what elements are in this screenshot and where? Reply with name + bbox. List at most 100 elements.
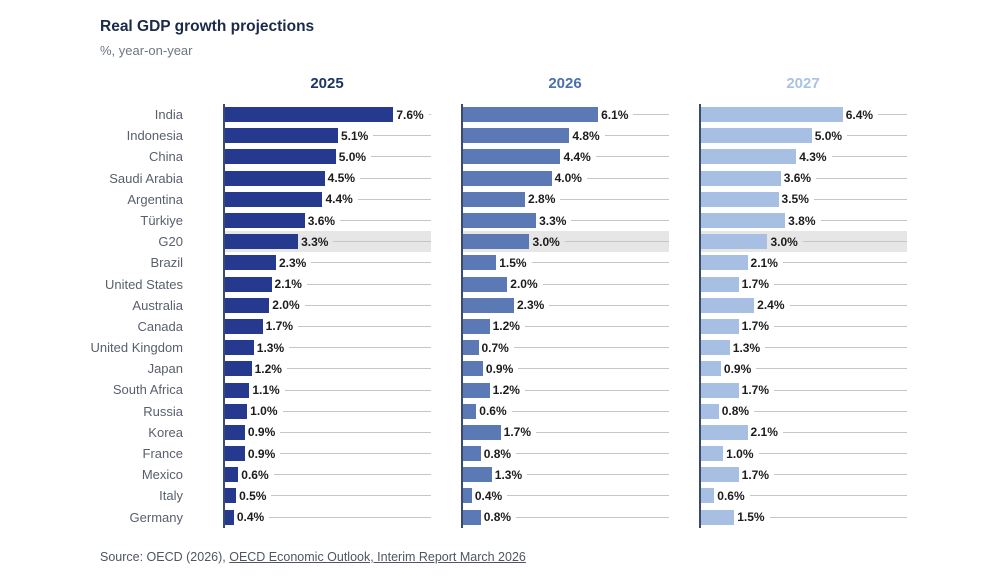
value-label: 0.4% bbox=[474, 488, 503, 503]
bar-cell: 0.7% bbox=[461, 337, 669, 359]
bar-cell: 0.5% bbox=[223, 485, 431, 507]
value-label: 1.2% bbox=[254, 361, 282, 376]
bar-cell: 1.0% bbox=[699, 443, 907, 465]
bar bbox=[463, 361, 483, 377]
value-label: 2.3% bbox=[278, 255, 307, 270]
leader-line bbox=[524, 325, 669, 327]
leader-line bbox=[271, 495, 431, 497]
bar-cell: 1.2% bbox=[223, 358, 431, 380]
value-label: 4.8% bbox=[572, 128, 600, 143]
bar-cell: 5.0% bbox=[699, 125, 907, 147]
value-label: 2.0% bbox=[272, 298, 300, 313]
value-label: 1.2% bbox=[492, 383, 520, 398]
leader-line bbox=[304, 304, 431, 306]
bar bbox=[463, 509, 481, 525]
leader-line bbox=[774, 283, 907, 285]
leader-line bbox=[286, 368, 431, 370]
category-label: France bbox=[142, 446, 183, 461]
bar-cell: 4.3% bbox=[699, 146, 907, 168]
bar bbox=[463, 255, 497, 271]
leader-line bbox=[774, 325, 907, 327]
leader-line bbox=[633, 114, 669, 116]
value-label: 3.5% bbox=[781, 192, 809, 207]
bar bbox=[463, 382, 490, 398]
bar bbox=[225, 340, 254, 356]
category-label: Mexico bbox=[141, 467, 183, 483]
bar-cell: 2.3% bbox=[461, 294, 669, 316]
value-label: 6.1% bbox=[601, 107, 629, 122]
bar bbox=[463, 297, 514, 313]
value-label: 4.5% bbox=[327, 171, 356, 186]
bar-cell: 1.7% bbox=[699, 379, 907, 401]
leader-line bbox=[518, 368, 669, 370]
bar bbox=[225, 234, 299, 250]
bar-cell: 4.4% bbox=[461, 146, 669, 168]
bar bbox=[701, 128, 812, 144]
leader-line bbox=[516, 516, 669, 518]
bar bbox=[463, 403, 477, 419]
value-label: 1.5% bbox=[737, 510, 765, 525]
category-label: Türkiye bbox=[140, 212, 183, 228]
leader-line bbox=[507, 495, 669, 497]
bar-cell: 1.7% bbox=[699, 315, 907, 338]
year-header-2026: 2026 bbox=[548, 75, 582, 92]
value-label: 5.0% bbox=[814, 128, 843, 143]
bar-cell: 2.1% bbox=[699, 421, 907, 443]
source-link[interactable]: OECD Economic Outlook, Interim Report Ma… bbox=[229, 549, 526, 564]
leader-line bbox=[373, 135, 431, 137]
bar-cell: 1.7% bbox=[461, 421, 669, 443]
value-label: 0.8% bbox=[483, 446, 512, 461]
bar-cell: 1.3% bbox=[223, 337, 431, 359]
bar-cell: 0.8% bbox=[461, 443, 669, 465]
value-label: 1.1% bbox=[252, 383, 280, 398]
bar-cell: 3.3% bbox=[461, 209, 669, 232]
bar bbox=[701, 361, 721, 377]
bar-cell: 6.4% bbox=[699, 104, 907, 126]
category-label: Russia bbox=[143, 403, 183, 419]
leader-line bbox=[765, 347, 907, 349]
bar bbox=[463, 191, 526, 207]
value-label: 5.1% bbox=[340, 128, 369, 143]
bar bbox=[225, 403, 248, 419]
bar-cell: 6.1% bbox=[461, 104, 669, 126]
leader-line bbox=[782, 431, 907, 433]
bar-cell: 3.3% bbox=[223, 231, 431, 253]
bar-cell: 4.5% bbox=[223, 167, 431, 189]
value-label: 1.3% bbox=[494, 467, 523, 482]
value-label: 1.7% bbox=[503, 425, 531, 440]
category-label: Italy bbox=[159, 488, 183, 504]
leader-line bbox=[542, 283, 669, 285]
leader-line bbox=[816, 177, 907, 179]
bar bbox=[225, 509, 234, 525]
bar bbox=[225, 107, 394, 123]
leader-line bbox=[847, 135, 907, 137]
bar bbox=[701, 170, 781, 186]
bar bbox=[463, 424, 501, 440]
bar bbox=[701, 107, 843, 123]
bar bbox=[701, 382, 739, 398]
bar-cell: 0.8% bbox=[699, 400, 907, 422]
leader-line bbox=[878, 114, 907, 116]
bar-cell: 0.6% bbox=[461, 400, 669, 422]
leader-line bbox=[284, 389, 431, 391]
bar bbox=[225, 149, 336, 165]
value-label: 6.4% bbox=[845, 107, 874, 122]
category-label: G20 bbox=[158, 234, 183, 250]
leader-line bbox=[754, 410, 907, 412]
bar-cell: 3.6% bbox=[699, 167, 907, 189]
leader-line bbox=[820, 220, 907, 222]
value-label: 0.7% bbox=[481, 340, 509, 355]
bar bbox=[225, 361, 252, 377]
leader-line bbox=[524, 389, 669, 391]
category-label: South Africa bbox=[112, 382, 183, 398]
category-label: Argentina bbox=[127, 191, 183, 207]
bar-cell: 5.0% bbox=[223, 146, 431, 168]
bar bbox=[225, 297, 270, 313]
category-label: Japan bbox=[147, 361, 183, 377]
leader-line bbox=[269, 516, 431, 518]
leader-line bbox=[749, 495, 907, 497]
bar bbox=[225, 446, 245, 462]
bar-cell: 1.7% bbox=[223, 315, 431, 338]
year-header-2025: 2025 bbox=[310, 75, 344, 92]
bar bbox=[463, 149, 561, 165]
